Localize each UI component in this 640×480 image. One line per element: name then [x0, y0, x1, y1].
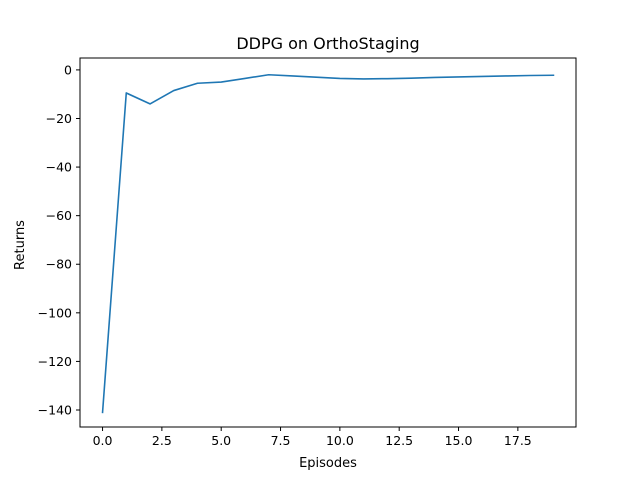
x-axis-label: Episodes: [299, 456, 357, 471]
x-tick-label: 12.5: [385, 433, 413, 448]
x-axis-ticks: 0.0 2.5 5.0 7.5 10.0 12.5 15.0 17.5: [93, 427, 532, 448]
axes-frame: [79, 57, 577, 428]
y-axis-label: Returns: [13, 220, 28, 270]
y-tick-label: 0: [64, 62, 72, 77]
plot-area: [79, 57, 577, 428]
y-tick-label: −20: [46, 111, 72, 126]
chart-title: DDPG on OrthoStaging: [236, 34, 419, 53]
y-tick-label: −80: [46, 257, 72, 272]
series-line-0: [101, 73, 555, 414]
x-tick-label: 17.5: [504, 433, 532, 448]
y-tick-label: −60: [46, 208, 72, 223]
x-tick-label: 0.0: [93, 433, 113, 448]
x-tick-label: 10.0: [326, 433, 354, 448]
y-tick-label: −100: [38, 305, 72, 320]
y-axis-ticks: 0 −20 −40 −60 −80 −100 −120 −140: [38, 62, 80, 417]
y-tick-label: −120: [38, 354, 72, 369]
x-tick-label: 7.5: [271, 433, 291, 448]
x-tick-label: 15.0: [445, 433, 473, 448]
y-tick-label: −140: [38, 402, 72, 417]
x-tick-label: 5.0: [211, 433, 231, 448]
x-tick-label: 2.5: [152, 433, 172, 448]
y-tick-label: −40: [46, 160, 72, 175]
